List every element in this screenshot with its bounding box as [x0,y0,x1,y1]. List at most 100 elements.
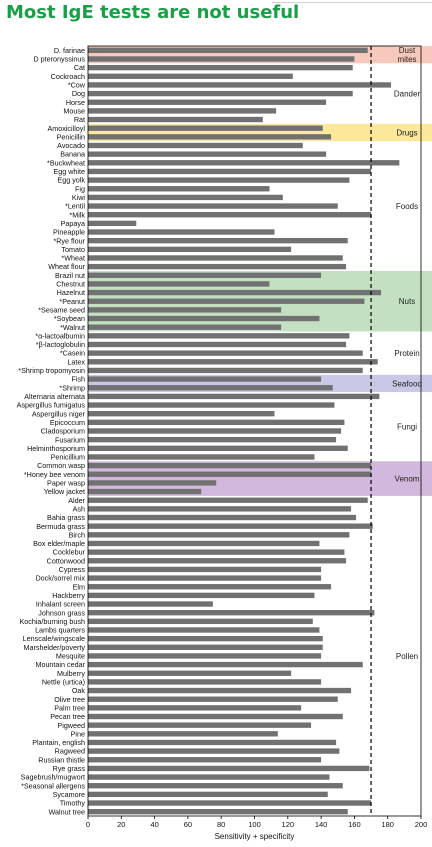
category-label: D pteronyssinus [33,55,85,64]
category-label: *Sesame seed [38,305,85,314]
bar [88,47,368,54]
category-label: Cocklebur [53,548,86,557]
bar [88,506,352,512]
category-label: Lambs quarters [35,626,85,635]
chart-title: Most IgE tests are not useful [6,2,300,23]
x-tick-label: 160 [348,820,361,829]
category-label: Pecan tree [50,712,85,721]
category-label: Dock/sorrel mix [35,574,85,583]
bar [88,540,320,547]
category-label: Cypress [59,565,86,574]
group-label: mites [397,55,416,64]
category-label: Epicoccum [50,418,85,427]
bar [88,125,323,131]
group-label: Dander [394,90,421,99]
bar [88,289,382,296]
bar [88,549,345,555]
category-label: Mesquite [56,652,85,661]
category-label: Sagebrush/mugwort [21,773,85,782]
category-label: D. farinae [54,46,85,55]
bar [88,56,355,62]
bar [88,722,312,728]
category-label: Elm [73,582,85,591]
category-label: Fig [75,184,85,193]
category-label: Sycamore [53,790,85,799]
bar [88,142,303,149]
bar [88,696,338,702]
bar [88,376,322,382]
group-label: Dust [399,46,416,55]
category-label: Wheat flour [48,262,85,271]
category-label: Amoxicilloyl [47,124,85,133]
category-label: *α-lactoalbumin [35,331,85,340]
category-label: Palm tree [54,703,85,712]
bar [88,151,327,157]
bar [88,177,350,183]
bar [88,263,347,270]
category-label: Box elder/maple [33,539,85,548]
category-label: Common wasp [37,461,85,470]
bar [88,601,213,607]
category-label: Horse [66,98,85,107]
category-label: *Lentil [65,202,85,211]
bar [88,64,353,71]
bar [88,307,282,313]
bar [88,134,332,140]
category-label: Fish [71,375,85,384]
bar [88,687,352,694]
category-label: *Buckwheat [47,158,85,167]
category-label: Cat [74,63,85,72]
bar [88,255,343,261]
bar [88,445,348,451]
category-label: Latex [67,357,85,366]
bar [88,229,275,235]
bar [88,791,328,798]
group-label: Pollen [396,652,418,661]
category-label: *Shrimp tropomyosin [18,366,85,375]
bar [88,635,323,642]
bar [88,428,342,434]
category-label: Hackberry [52,591,85,600]
category-label: Oak [72,686,86,695]
category-label: Cladosporium [41,427,85,436]
category-label: Ragweed [55,747,85,756]
category-label: Paper wasp [47,479,85,488]
bar [88,532,350,538]
category-label: Nettle (urtica) [42,677,85,686]
category-label: *Soybean [54,314,85,323]
category-label: Rat [74,115,85,124]
bar [88,462,372,469]
category-label: Tomato [61,245,85,254]
bar [88,186,270,192]
category-label: Banana [60,150,85,159]
category-label: Ash [73,504,85,513]
bar [88,367,363,374]
group-label: Seafood [392,379,422,388]
x-axis-label: Sensitivity + specificity [215,832,295,841]
category-label: Mouse [63,106,85,115]
category-label: Aspergillus niger [32,409,86,418]
category-label: Brazil nut [55,271,85,280]
bar [88,402,335,408]
bar [88,411,275,417]
bar [88,281,270,287]
category-label: Aspergillus fumigatus [17,401,86,410]
category-label: Cockroach [51,72,85,81]
group-label: Venom [395,475,420,484]
bar [88,523,373,529]
x-tick-label: 20 [117,820,125,829]
category-label: Cottonwood [47,556,85,565]
category-label: Marshelder/poverty [23,643,85,652]
bar [88,575,322,581]
x-tick-label: 0 [86,820,90,829]
category-label: Walnut tree [49,807,86,816]
bar [88,679,322,685]
bar [88,661,363,668]
category-label: Bahia grass [47,513,85,522]
bar [88,82,392,88]
x-axis: 0 20 40 60 80 100 120 140 160 180 200 [86,816,427,829]
category-label: *Shrimp [59,383,85,392]
bar [88,783,343,789]
category-label: Penicillin [57,132,85,141]
